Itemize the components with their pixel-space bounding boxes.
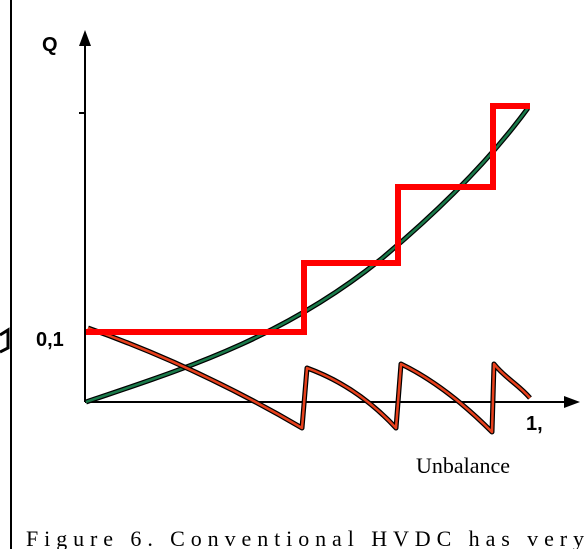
step-curve <box>86 103 530 335</box>
y-tick-label: 0,1 <box>36 329 64 351</box>
edge-mark <box>0 327 10 354</box>
x-tick-label: 1, <box>526 413 543 435</box>
y-axis-label: Q <box>42 34 58 56</box>
figure-caption: Figure 6. Conventional HVDC has very <box>26 526 584 549</box>
sawtooth-curve <box>87 326 531 434</box>
x-axis-caption: Unbalance <box>416 453 510 478</box>
x-axis-arrow-icon <box>564 396 580 408</box>
smooth-curve <box>85 107 530 404</box>
smooth-curve-outline <box>85 106 531 405</box>
y-axis-arrow-icon <box>79 30 91 46</box>
